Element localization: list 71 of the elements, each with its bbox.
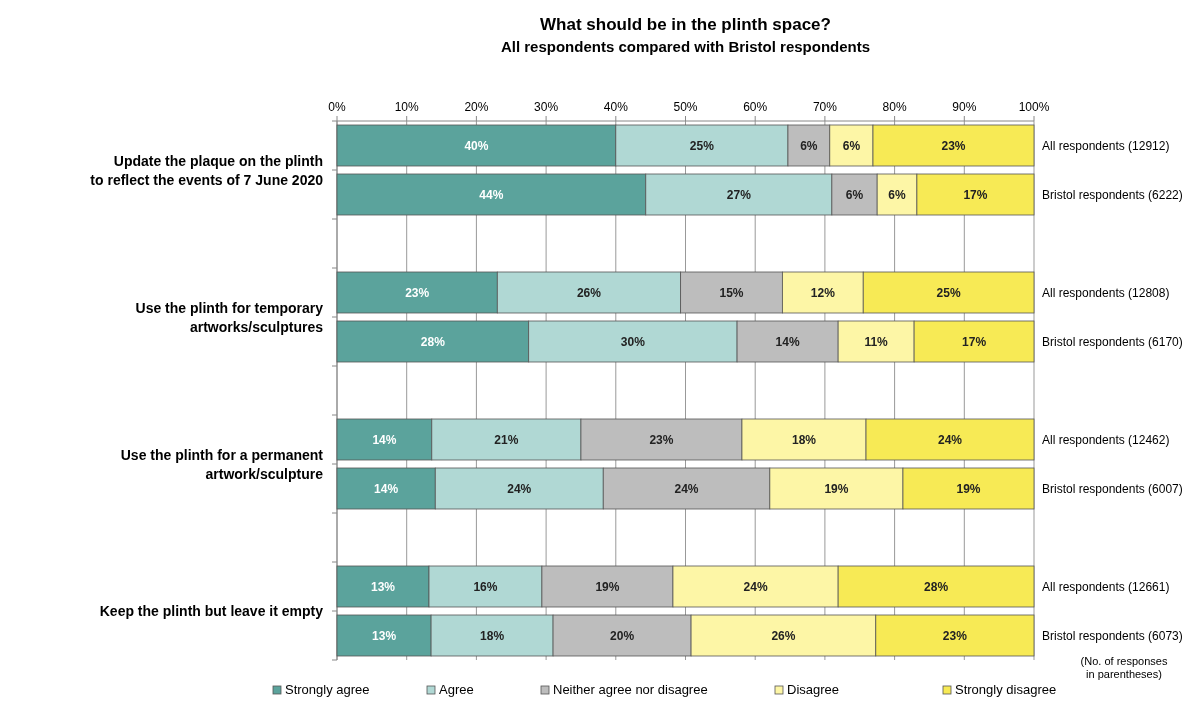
data-label: 16%	[473, 579, 498, 594]
data-label: 30%	[620, 334, 646, 349]
data-label: 26%	[576, 285, 602, 300]
data-label: 19%	[595, 579, 620, 594]
chart-title: What should be in the plinth space?	[540, 15, 831, 34]
data-label: 17%	[962, 334, 987, 349]
y-tick-label: All respondents (12808)	[1042, 285, 1170, 300]
x-tick-label: 30%	[534, 100, 559, 114]
legend-label: Strongly disagree	[955, 682, 1057, 697]
y-tick-label: All respondents (12462)	[1042, 432, 1170, 447]
data-label: 17%	[963, 187, 988, 202]
data-label: 6%	[888, 187, 907, 202]
data-label: 13%	[370, 579, 396, 594]
data-label: 6%	[845, 187, 864, 202]
y-tick-label: All respondents (12661)	[1042, 579, 1170, 594]
data-label: 14%	[775, 334, 800, 349]
x-tick-label: 20%	[464, 100, 489, 114]
data-label: 24%	[507, 481, 532, 496]
text: Use the plinth for temporary artworks/sculptures	[135, 299, 324, 335]
data-label: 28%	[924, 579, 949, 594]
data-label: 6%	[800, 138, 818, 153]
legend-label: Strongly agree	[285, 682, 370, 697]
x-tick-label: 70%	[812, 100, 838, 114]
x-tick-label: 60%	[743, 100, 768, 114]
x-tick-label: 100%	[1018, 100, 1050, 114]
data-label: 18%	[480, 628, 505, 643]
y-tick-label: All respondents (12912)	[1042, 138, 1170, 153]
legend-label: Neither agree nor disagree	[553, 682, 708, 697]
data-label: 19%	[824, 481, 849, 496]
data-label: 12%	[810, 285, 836, 300]
data-label: 25%	[936, 285, 961, 300]
data-label: 25%	[689, 138, 715, 153]
data-label: 24%	[743, 579, 768, 594]
x-tick-label: 0%	[328, 100, 346, 114]
data-label: 23%	[649, 432, 674, 447]
data-label: 19%	[956, 481, 981, 496]
data-label: 24%	[938, 432, 963, 447]
x-tick-label: 40%	[603, 100, 629, 114]
legend-label: Disagree	[787, 682, 840, 697]
data-label: 18%	[791, 432, 817, 447]
data-label: 27%	[726, 187, 752, 202]
y-tick-label: Bristol respondents (6007)	[1042, 481, 1183, 496]
data-label: 28%	[420, 334, 446, 349]
data-label: 24%	[674, 481, 699, 496]
data-label: 44%	[479, 187, 504, 202]
data-label: 14%	[372, 432, 397, 447]
text: Update the plaque on the plinth to reflect the events of 7 June 2020	[90, 152, 324, 188]
data-label: 15%	[719, 285, 744, 300]
data-label: 23%	[941, 138, 966, 153]
x-tick-label: 80%	[882, 100, 907, 114]
legend-label: Agree	[439, 682, 474, 697]
data-label: 21%	[494, 432, 519, 447]
data-label: 6%	[842, 138, 861, 153]
data-label: 23%	[405, 285, 430, 300]
text: Keep the plinth but leave it empty	[99, 602, 324, 619]
data-label: 11%	[864, 334, 889, 349]
data-label: 20%	[610, 628, 635, 643]
y-tick-label: Bristol respondents (6170)	[1042, 334, 1183, 349]
x-tick-label: 90%	[952, 100, 977, 114]
y-tick-label: Bristol respondents (6222)	[1042, 187, 1183, 202]
x-tick-label: 50%	[673, 100, 698, 114]
x-tick-label: 10%	[394, 100, 420, 114]
data-label: 40%	[464, 138, 489, 153]
y-tick-label: Bristol respondents (6073)	[1042, 628, 1183, 643]
data-label: 23%	[942, 628, 968, 643]
data-label: 26%	[771, 628, 796, 643]
data-label: 14%	[374, 481, 399, 496]
chart-subtitle: All respondents compared with Bristol respondents	[500, 38, 871, 55]
data-label: 13%	[372, 628, 397, 643]
text: Use the plinth for a permanent artwork/sculpture	[120, 446, 324, 482]
text: (No. of responses in parentheses)	[1080, 655, 1168, 680]
